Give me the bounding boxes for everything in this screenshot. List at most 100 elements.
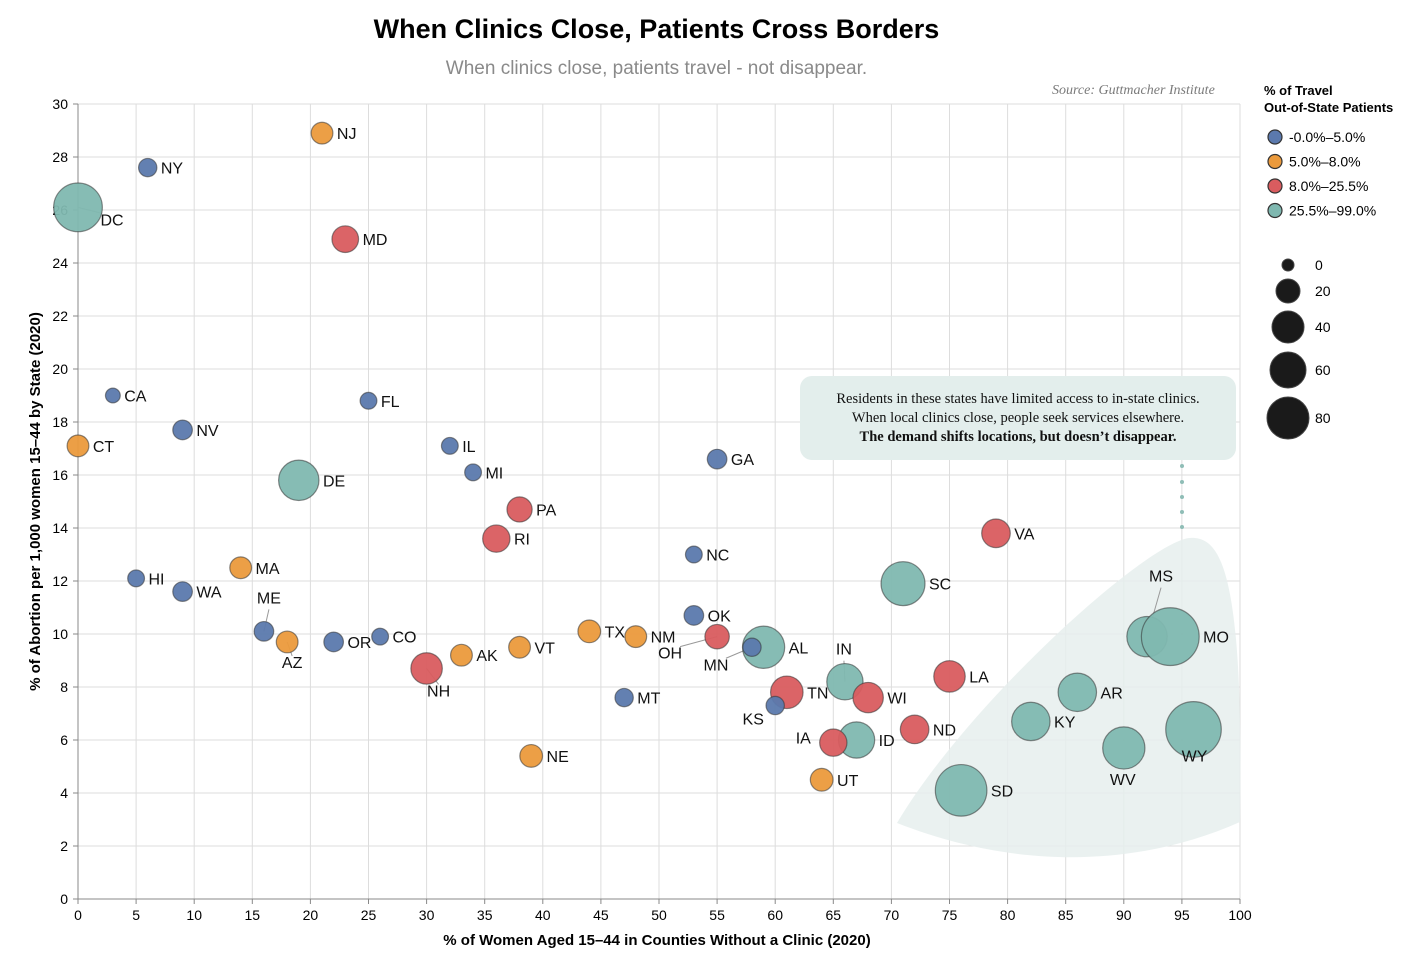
x-tick-label: 75 [942, 907, 958, 923]
x-tick-label: 5 [132, 907, 140, 923]
point-label-wa: WA [196, 585, 222, 602]
point-label-ks: KS [743, 712, 764, 729]
point-tx [577, 619, 602, 644]
point-label-il: IL [462, 439, 475, 456]
source-note: Source: Guttmacher Institute [1052, 83, 1215, 98]
size-legend-label: 20 [1315, 283, 1331, 299]
annotation-box: Residents in these states have limited a… [800, 376, 1236, 460]
point-label-ut: UT [837, 773, 859, 790]
point-ia [819, 728, 848, 757]
point-label-or: OR [347, 635, 371, 652]
point-label-tx: TX [605, 624, 626, 641]
x-tick-label: 100 [1228, 907, 1252, 923]
point-label-co: CO [393, 630, 417, 647]
point-ri [482, 524, 511, 553]
point-sc [880, 561, 926, 607]
point-ne [519, 743, 544, 768]
point-label-nh: NH [427, 683, 450, 700]
size-legend-circle [1269, 351, 1307, 389]
point-nh [410, 652, 443, 685]
y-tick-label: 22 [52, 308, 68, 324]
point-label-ma: MA [256, 561, 280, 578]
point-ks [765, 695, 785, 716]
point-or [323, 631, 345, 653]
y-tick-label: 20 [52, 361, 68, 377]
point-label-ca: CA [124, 389, 147, 406]
point-label-dc: DC [100, 212, 123, 229]
x-tick-label: 35 [477, 907, 493, 923]
point-vt [508, 635, 532, 659]
x-tick-label: 40 [535, 907, 551, 923]
point-label-az: AZ [282, 655, 303, 672]
point-hi [127, 569, 146, 588]
point-mo [1140, 607, 1200, 667]
x-tick-label: 50 [651, 907, 667, 923]
y-tick-label: 4 [60, 785, 68, 801]
point-label-pa: PA [536, 502, 556, 519]
point-label-mi: MI [485, 465, 503, 482]
point-ut [809, 767, 834, 792]
y-tick-label: 2 [60, 838, 68, 854]
legend-swatch [1267, 129, 1283, 145]
color-legend: -0.0%–5.0% 5.0%–8.0% 8.0%–25.5% 25.5%–99.0% [1267, 129, 1376, 219]
x-tick-label: 20 [303, 907, 319, 923]
point-label-nv: NV [196, 423, 219, 440]
point-ak [449, 643, 473, 667]
size-legend-label: 40 [1315, 319, 1331, 335]
point-az [275, 630, 299, 654]
x-tick-label: 55 [709, 907, 725, 923]
point-md [331, 225, 360, 254]
point-label-wi: WI [887, 691, 907, 708]
connector-dot [1180, 495, 1184, 499]
point-ct [66, 434, 90, 458]
x-tick-label: 25 [361, 907, 377, 923]
point-label-ak: AK [476, 648, 498, 665]
legend-label: 5.0%–8.0% [1289, 154, 1361, 170]
y-tick-label: 18 [52, 414, 68, 430]
x-tick-label: 30 [419, 907, 435, 923]
point-mn [742, 637, 762, 658]
point-label-id: ID [879, 733, 895, 750]
point-label-sd: SD [991, 783, 1013, 800]
grid-lines [77, 103, 1241, 900]
y-tick-label: 12 [52, 573, 68, 589]
y-tick-label: 8 [60, 679, 68, 695]
connector-dot [1180, 510, 1184, 514]
annotation-connector [1180, 464, 1184, 529]
point-mt [614, 687, 634, 708]
annotation-line-2: When local clinics close, people seek se… [852, 410, 1184, 426]
point-pa [506, 496, 533, 523]
point-dc [53, 182, 103, 233]
point-label-vt: VT [534, 640, 555, 657]
point-ga [706, 448, 728, 470]
legend-label: 25.5%–99.0% [1289, 203, 1376, 219]
point-label-wv: WV [1110, 772, 1136, 789]
point-wa [172, 581, 193, 602]
size-legend-circle [1271, 310, 1305, 344]
point-label-ok: OK [708, 608, 731, 625]
point-label-ct: CT [93, 439, 115, 456]
point-label-ga: GA [731, 452, 754, 469]
point-label-nm: NM [651, 630, 676, 647]
legend-swatch [1267, 202, 1283, 219]
annotation-line-1: Residents in these states have limited a… [836, 391, 1199, 407]
legend-title-line-1: % of Travel [1264, 83, 1333, 98]
size-legend-circle [1281, 258, 1295, 272]
point-label-ms: MS [1149, 569, 1173, 586]
point-ar [1057, 672, 1098, 713]
point-label-ia: IA [796, 731, 811, 748]
point-label-me: ME [257, 590, 281, 607]
point-wv [1102, 726, 1146, 770]
point-la [933, 660, 966, 693]
point-ca [104, 387, 121, 404]
point-nj [310, 121, 334, 145]
data-points [53, 121, 1222, 817]
point-label-wy: WY [1182, 748, 1208, 765]
point-nc [684, 545, 703, 564]
size-legend-label: 80 [1315, 410, 1331, 426]
point-label-tn: TN [807, 685, 828, 702]
y-tick-label: 0 [60, 891, 68, 907]
y-axis-title: % of Abortion per 1,000 women 15–44 by S… [27, 312, 44, 691]
point-label-al: AL [789, 640, 809, 657]
